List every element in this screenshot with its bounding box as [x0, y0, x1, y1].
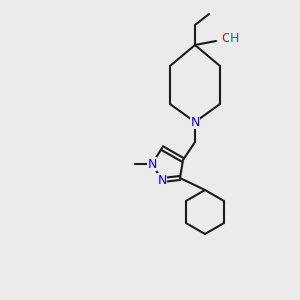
Text: O: O: [221, 32, 231, 44]
Text: N: N: [157, 173, 167, 187]
Text: N: N: [147, 158, 157, 170]
Text: H: H: [230, 32, 239, 44]
Text: N: N: [190, 116, 200, 128]
